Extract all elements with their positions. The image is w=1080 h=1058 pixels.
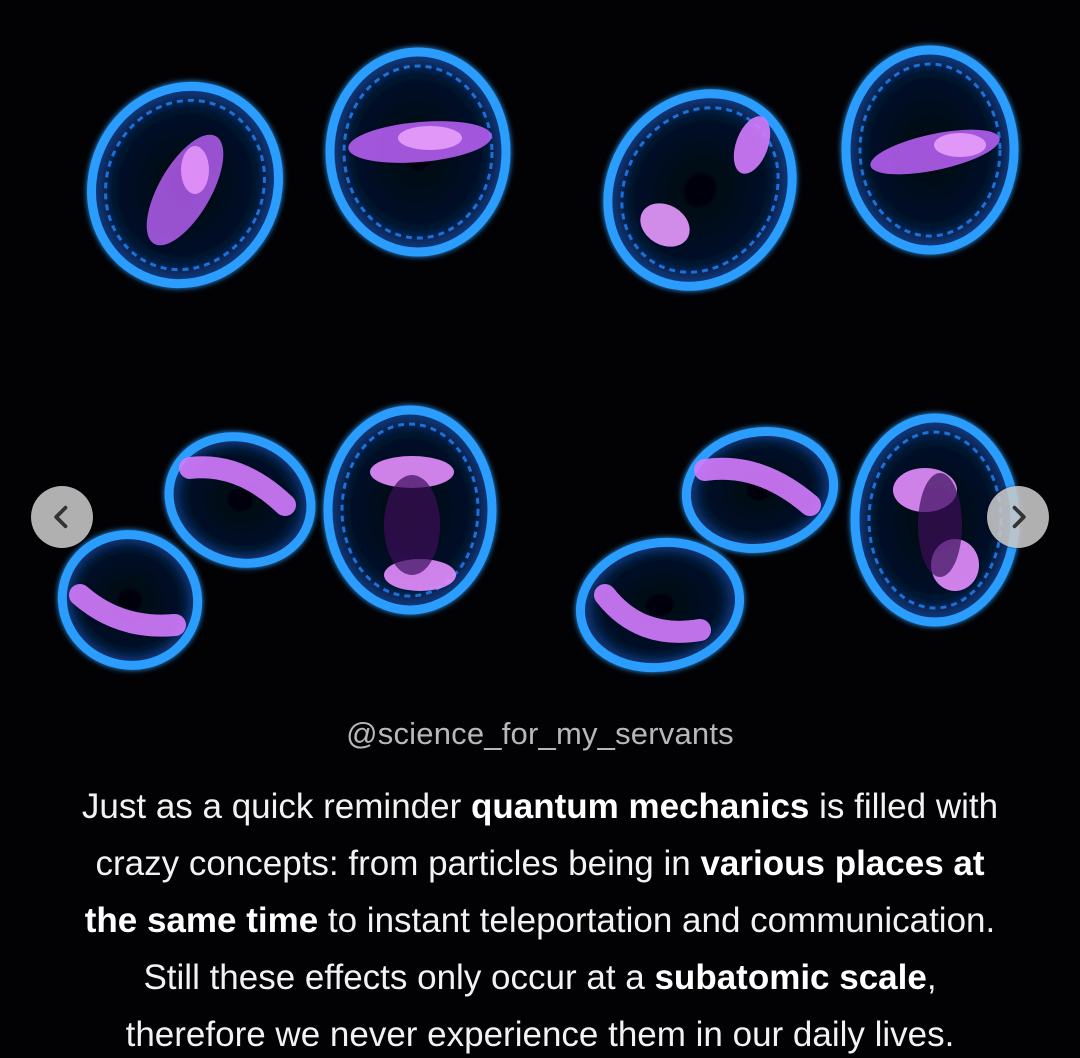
caption-line: the same time to instant teleportation a… <box>0 892 1080 949</box>
caption-emphasis: the same time <box>84 901 319 940</box>
cell-division-micrograph <box>57 45 1020 673</box>
caption-line: therefore we never experience them in ou… <box>0 1006 1080 1058</box>
caption-line: Just as a quick reminder quantum mechani… <box>0 778 1080 835</box>
cell-1 <box>87 81 283 289</box>
caption-text: is filled with <box>809 787 999 826</box>
cell-5 <box>57 432 316 670</box>
carousel-next-button[interactable] <box>987 486 1049 548</box>
carousel-prev-button[interactable] <box>31 486 93 548</box>
account-handle: @science_for_my_servants <box>346 716 734 751</box>
caption-emphasis: subatomic scale <box>654 958 927 997</box>
caption-text: Still these effects only occur at a <box>143 958 655 997</box>
caption-emphasis: quantum mechanics <box>470 787 810 826</box>
cell-2 <box>325 47 511 257</box>
caption-emphasis: various places at <box>700 844 985 883</box>
cell-3 <box>603 89 797 291</box>
cell-6 <box>323 405 497 615</box>
cell-8 <box>850 413 1020 627</box>
caption-text: , <box>926 958 937 997</box>
caption-line: Still these effects only occur at a suba… <box>0 949 1080 1006</box>
cell-7 <box>575 426 839 673</box>
chevron-left-icon <box>54 505 68 529</box>
caption-text: crazy concepts: from particles being in <box>95 844 701 883</box>
caption-text: therefore we never experience them in ou… <box>125 1015 955 1054</box>
caption-text: Just as a quick reminder <box>81 787 471 826</box>
cell-4 <box>841 45 1019 255</box>
caption-line: crazy concepts: from particles being in … <box>0 835 1080 892</box>
post-caption: Just as a quick reminder quantum mechani… <box>0 778 1080 1058</box>
chevron-right-icon <box>1012 505 1026 529</box>
caption-text: to instant teleportation and communicati… <box>318 901 996 940</box>
